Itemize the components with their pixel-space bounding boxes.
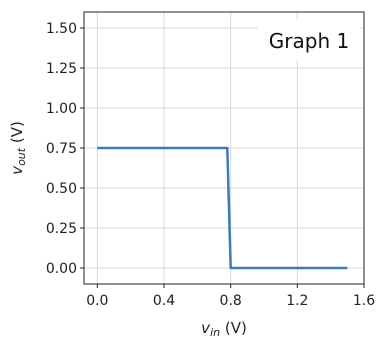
y-axis-label-unit: (V) — [8, 121, 26, 148]
x-axis-label-unit: (V) — [220, 319, 247, 337]
chart-annotation: Graph 1 — [269, 29, 349, 53]
annotation-background — [258, 20, 360, 60]
x-axis-label-sub: in — [210, 326, 220, 337]
x-tick-label: 0.8 — [220, 293, 242, 309]
x-tick-label: 0.4 — [153, 293, 175, 309]
y-tick-label: 0.50 — [46, 181, 77, 197]
x-tick-label: 1.2 — [286, 293, 308, 309]
y-tick-label: 0.75 — [46, 141, 77, 157]
x-axis-label: vin (V) — [201, 319, 247, 337]
y-tick-label: 1.50 — [46, 21, 77, 37]
y-axis-label: vout (V) — [8, 121, 28, 175]
y-tick-label: 0.00 — [46, 261, 77, 277]
y-tick-label: 1.25 — [46, 61, 77, 77]
y-tick-label: 1.00 — [46, 101, 77, 117]
series-line — [97, 146, 348, 270]
series-layer — [97, 146, 348, 270]
x-axis-label-main: v — [201, 319, 211, 337]
y-ticks: 0.00 0.25 0.50 0.75 1.00 1.25 1.50 — [46, 21, 84, 277]
y-axis-label-main: v — [8, 165, 26, 175]
x-tick-label: 0.0 — [86, 293, 108, 309]
x-tick-label: 1.6 — [353, 293, 375, 309]
y-tick-label: 0.25 — [46, 221, 77, 237]
x-ticks: 0.0 0.4 0.8 1.2 1.6 — [86, 284, 375, 309]
y-axis-label-sub: out — [15, 147, 28, 166]
